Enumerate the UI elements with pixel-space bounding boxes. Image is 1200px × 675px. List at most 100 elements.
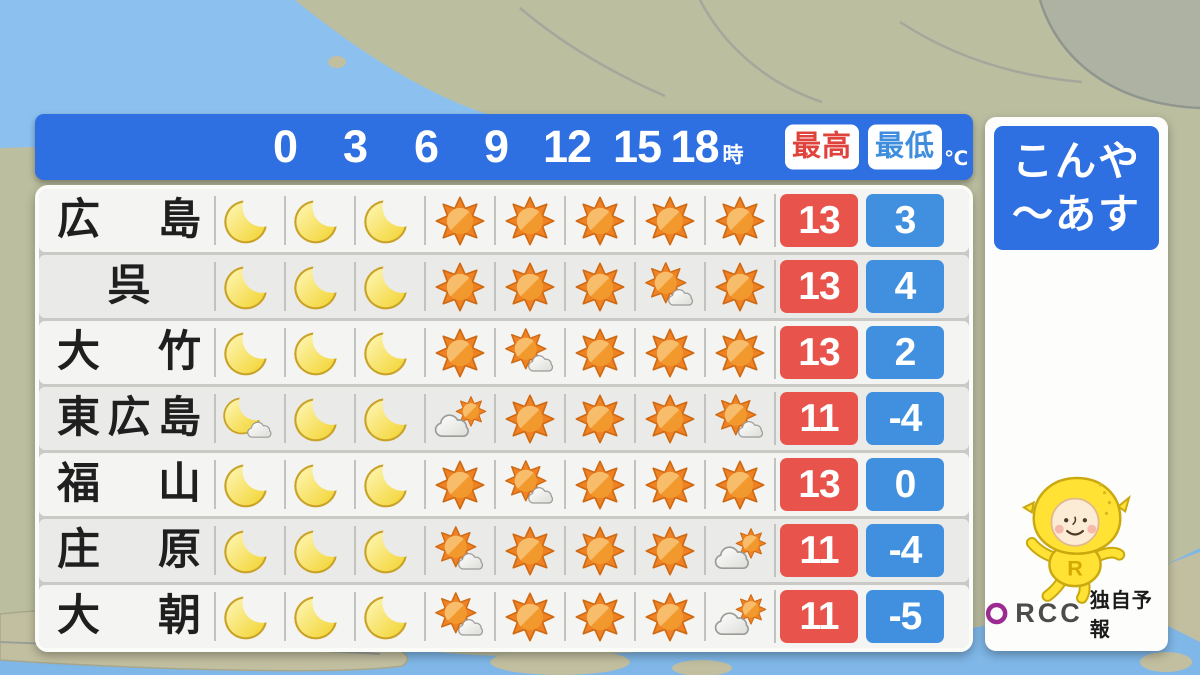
weather-icon-sun-cloud [424,585,495,648]
temperature-unit-label: ℃ [944,148,969,170]
weather-icon-sun [634,585,705,648]
rcc-ring-logo-icon [985,602,1008,624]
weather-icon-moon [354,387,425,450]
weather-icon-sun [424,453,495,516]
table-row: 大朝 11 -5 [39,585,969,648]
map-island [490,649,630,675]
weather-icon-cloud-sun [704,519,775,582]
weather-icon-moon [284,519,355,582]
weather-icon-moon [354,321,425,384]
forecast-period-line2: ～あす [1012,191,1141,237]
weather-icon-moon [214,321,285,384]
weather-icon-cloud-sun [704,585,775,648]
hours-header-bar: 0 3 6 9 12 15 18 時 最高 最低 ℃ [35,114,973,180]
high-temp-cell: 13 [774,189,863,252]
high-temp-cell: 11 [774,585,863,648]
weather-icon-moon [354,453,425,516]
weather-icon-moon [284,585,355,648]
table-row: 呉 13 4 [39,255,969,318]
weather-icon-moon [284,255,355,318]
map-road [698,0,823,104]
weather-icon-sun [494,255,565,318]
table-row: 広島 13 3 [39,189,969,252]
high-temp-cell: 13 [774,255,863,318]
map-island [672,660,732,675]
low-temp-value: 2 [866,326,944,379]
weather-icon-sun [424,255,495,318]
weather-icon-sun [634,387,705,450]
city-name-char: 島 [158,196,201,244]
map-island [1140,652,1192,672]
map-border-line [1038,0,1200,110]
hour-label: 9 [483,121,509,172]
low-temp-cell: -5 [863,585,947,648]
low-temp-cell: -4 [863,387,947,450]
weather-icon-sun [634,189,705,252]
hour-label: 0 [272,121,298,172]
weather-icon-moon [354,255,425,318]
city-name-char: 広 [107,394,151,442]
weather-icon-sun [424,321,495,384]
weather-icon-sun-cloud [634,255,705,318]
weather-icon-moon [284,387,355,450]
city-name-char: 大 [57,592,100,640]
weather-icon-sun [494,189,565,252]
weather-icon-cloud-sun [424,387,495,450]
hour-label: 12 [542,121,592,172]
high-temp-value: 11 [780,590,858,643]
hour-label: 18 時 [670,121,744,172]
weather-icon-sun [564,453,635,516]
city-name: 広島 [39,189,215,252]
city-name-char: 広 [57,196,100,244]
hour-suffix-label: 時 [722,144,744,167]
weather-icon-sun [564,387,635,450]
low-temp-cell: -4 [863,519,947,582]
city-name: 大竹 [39,321,215,384]
map-road [899,20,1083,84]
table-row: 大竹 13 2 [39,321,969,384]
weather-icon-sun [564,585,635,648]
weather-icon-sun [424,189,495,252]
low-temp-value: 3 [866,194,944,247]
city-name: 庄原 [39,519,215,582]
weather-icon-sun [564,189,635,252]
city-name-char: 東 [57,394,100,442]
weather-icon-sun [704,189,775,252]
lemon-mascot-character: R [1021,476,1131,604]
weather-icon-moon [214,453,285,516]
low-temp-cell: 3 [863,189,947,252]
city-name-char: 庄 [57,526,100,574]
weather-icon-moon [214,255,285,318]
weather-icon-sun [564,255,635,318]
side-panel: こんや ～あす R RCC 独自予報 [985,117,1168,651]
low-temp-value: 4 [866,260,944,313]
table-row: 東広島 11 -4 [39,387,969,450]
table-row: 福山 13 0 [39,453,969,516]
city-name: 福山 [39,453,215,516]
city-name-char: 島 [158,394,201,442]
low-temp-value: 0 [866,458,944,511]
low-temp-cell: 0 [863,453,947,516]
forecast-period-label: こんや ～あす [994,126,1159,250]
weather-icon-moon [284,321,355,384]
high-temp-value: 13 [780,458,858,511]
low-temp-value: -4 [866,524,944,577]
city-name-char: 大 [57,328,100,376]
map-road [519,7,666,98]
city-name: 東広島 [39,387,215,450]
weather-icon-moon [214,585,285,648]
map-islet [328,56,346,68]
weather-icon-sun [494,585,565,648]
high-temp-value: 11 [780,392,858,445]
hour-label: 15 [612,121,662,172]
weather-icon-sun [634,321,705,384]
high-temp-cell: 11 [774,387,863,450]
weather-icon-moon-cloud [214,387,285,450]
weather-icon-sun-cloud [494,453,565,516]
weather-icon-sun-cloud [494,321,565,384]
rcc-logo-text: RCC [1015,597,1083,628]
weather-icon-sun [704,321,775,384]
weather-icon-moon [284,453,355,516]
high-temp-value: 13 [780,194,858,247]
svg-text:R: R [1067,555,1083,580]
